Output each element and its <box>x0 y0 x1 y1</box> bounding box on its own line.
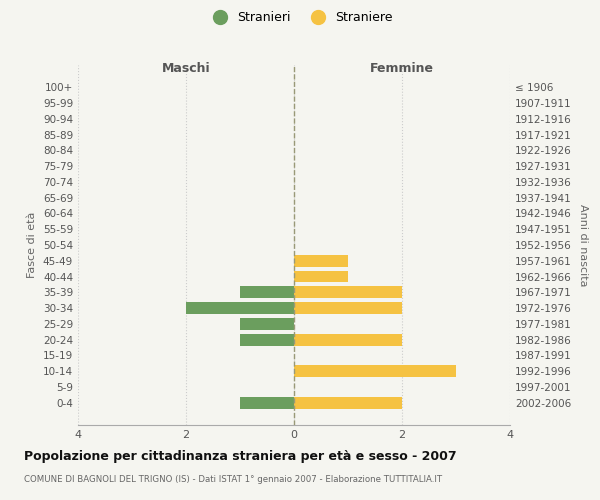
Text: COMUNE DI BAGNOLI DEL TRIGNO (IS) - Dati ISTAT 1° gennaio 2007 - Elaborazione TU: COMUNE DI BAGNOLI DEL TRIGNO (IS) - Dati… <box>24 475 442 484</box>
Bar <box>240 334 294 345</box>
Bar <box>186 302 294 314</box>
Y-axis label: Anni di nascita: Anni di nascita <box>578 204 588 286</box>
Legend: Stranieri, Straniere: Stranieri, Straniere <box>202 6 398 29</box>
Text: Femmine: Femmine <box>370 62 434 74</box>
Bar <box>294 286 402 298</box>
Bar <box>294 255 348 266</box>
Bar <box>294 334 402 345</box>
Bar <box>240 318 294 330</box>
Bar <box>294 397 402 408</box>
Bar <box>240 286 294 298</box>
Bar <box>294 302 402 314</box>
Text: Maschi: Maschi <box>161 62 211 74</box>
Bar <box>294 270 348 282</box>
Y-axis label: Fasce di età: Fasce di età <box>28 212 37 278</box>
Bar <box>294 366 456 377</box>
Text: Popolazione per cittadinanza straniera per età e sesso - 2007: Popolazione per cittadinanza straniera p… <box>24 450 457 463</box>
Bar <box>240 397 294 408</box>
